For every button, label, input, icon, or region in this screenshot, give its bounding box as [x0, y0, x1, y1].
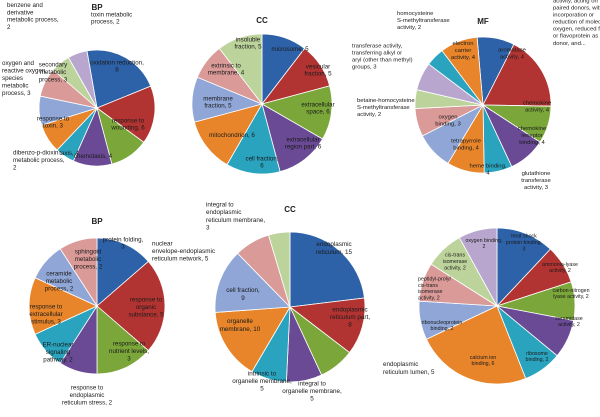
- slice-label: ceramide metabolic process, 2: [45, 271, 74, 293]
- slice-label: endoplasmic reticulum part, 8: [330, 306, 370, 328]
- slice-label: nuclear envelope-endoplasmic reticulum net…: [152, 240, 215, 262]
- pie-chart-1: BP oxidation reduction, 8 response to woundi…: [2, 2, 156, 172]
- slice-label: cell fraction, 6: [245, 155, 278, 169]
- slice-label: response to wounding, 6: [110, 117, 145, 131]
- pie-slice: [482, 43, 552, 107]
- slice-label: organelle membrane, 10: [220, 318, 261, 333]
- slice-label: intrinsic to organelle membrane, 5: [232, 370, 292, 392]
- slice-label: ceramidase activity, 2: [555, 316, 582, 328]
- slice-label: response to endoplasmic reticulum stress, …: [62, 385, 113, 407]
- slice-label: benzene and derivative metabolic process, 2: [7, 2, 59, 31]
- slice-label: cis-trans isomerase activity, 2: [443, 253, 467, 272]
- slice-label: oxygen and reactive oxygen species metaboli…: [2, 60, 46, 97]
- slice-label: carbon-nitrogen lyase activity, 2: [552, 288, 589, 300]
- pie-chart-2: CC microsome, 5 vesicular fraction, 5 extrac…: [191, 16, 335, 175]
- pie-slice: [96, 237, 149, 307]
- slice-label: membrane fraction, 5: [203, 95, 233, 109]
- slice-label: sphingoid metabolic process, 2: [74, 249, 103, 271]
- slice-label: ribosome binding, 2: [526, 351, 549, 363]
- slice-label: extracellular space, 6: [301, 101, 334, 115]
- pie-slice: [288, 297, 366, 354]
- slice-label: endoplasmic reticulum, 15: [316, 241, 353, 256]
- slice-label: integral to endoplasmic reticulum membrane…: [206, 202, 265, 232]
- slice-label: electron carrier activity, 4: [451, 41, 476, 61]
- slice-label: oxygen binding, 3: [435, 114, 461, 127]
- slice-label: vesicular fraction, 5: [304, 63, 332, 77]
- slice-label: peptidyl-prolyl cis-trans isomerase activit…: [418, 276, 451, 301]
- pie-title: BP: [91, 217, 103, 226]
- slice-label: insoluble fraction, 5: [234, 36, 262, 50]
- slice-label: calcium ion binding, 6: [470, 355, 497, 367]
- slice-label: extracellular region part, 6: [285, 136, 322, 150]
- pie-title: BP: [91, 3, 103, 12]
- slice-label: extrinsic to membrane, 4: [208, 62, 245, 76]
- slice-label: ribonucleoprotein binding, 2: [422, 320, 463, 332]
- slice-label: endoplasmic reticulum lumen, 5: [383, 361, 435, 376]
- pie-slice: [67, 50, 98, 109]
- pie-slice: [268, 231, 291, 308]
- pie-slice: [96, 85, 156, 143]
- slice-label: glutathione transferase activity, 3: [521, 171, 551, 191]
- pie-title: MF: [477, 17, 489, 26]
- slice-label: dibenzo-p-dioxin metabolic process, 2: [13, 150, 65, 172]
- slice-label: response to nutrient levels, 3: [109, 341, 149, 363]
- slice-label: toxin metabolic process, 2: [91, 11, 132, 25]
- slice-label: response to organic substance, 5: [128, 297, 164, 319]
- slice-label: transferase activity, transferring alkyl …: [352, 43, 413, 70]
- pie-slice: [96, 305, 149, 375]
- slice-label: secondary metabolic process, 3: [39, 62, 68, 84]
- pie-title: CC: [284, 205, 296, 214]
- pie-slice: [59, 237, 98, 308]
- pie-chart-5: CC endoplasmic reticulum, 15 endoplasmic ret…: [152, 202, 435, 403]
- pie-slice: [458, 227, 498, 307]
- pie-slice: [425, 305, 527, 385]
- slice-label: heat shock protein binding, 3: [506, 234, 542, 253]
- slice-label: taxis, 4: [59, 150, 79, 157]
- slice-label: chemokine receptor binding, 4: [518, 126, 547, 146]
- slice-label: ER-nuclear signaling pathway, 2: [43, 342, 74, 364]
- slice-label: integral to organelle membrane, 5: [282, 380, 342, 402]
- slice-label: mitochondrion, 6: [209, 132, 255, 139]
- slice-label: heme binding, 4: [469, 163, 506, 176]
- pie-slice: [218, 33, 263, 106]
- slice-label: microsome, 5: [271, 46, 309, 53]
- slice-label: ammonia-lyase activity, 2: [542, 262, 578, 274]
- slice-label: protein folding, 3: [103, 236, 144, 250]
- pie-slice: [96, 260, 166, 352]
- pie-chart-4: BP protein folding, 3 response to organic sub…: [28, 217, 166, 407]
- slice-label: oxidoreductaseactivity, acting onpaired …: [553, 0, 600, 47]
- slice-label: response to toxin, 3: [37, 115, 70, 129]
- slice-label: betaine-homocysteine S-methyltransferase a…: [357, 98, 415, 118]
- pie-slice: [214, 252, 291, 313]
- pie-slice: [86, 49, 152, 109]
- pie-slice: [289, 231, 365, 308]
- pie-slice: [441, 36, 484, 107]
- pie-title: CC: [256, 16, 268, 25]
- slice-label: tetrapyrrole binding, 4: [451, 138, 482, 151]
- slice-label: aromatase activity, 4: [498, 47, 527, 60]
- pie-slice: [214, 306, 291, 373]
- pie-slice: [28, 277, 98, 335]
- slice-label: oxidation reduction, 8: [90, 59, 144, 73]
- slice-label: chemokine activity, 4: [523, 100, 552, 113]
- slice-label: cell fraction, 9: [226, 287, 260, 302]
- slice-label: response to extracellular stimulus, 3: [29, 304, 62, 326]
- slice-label: homocysteine S-methyltransferase activity,…: [397, 11, 450, 31]
- slice-label: chemotaxis, 4: [74, 153, 113, 160]
- slice-label: oxygen binding, 2: [465, 238, 502, 250]
